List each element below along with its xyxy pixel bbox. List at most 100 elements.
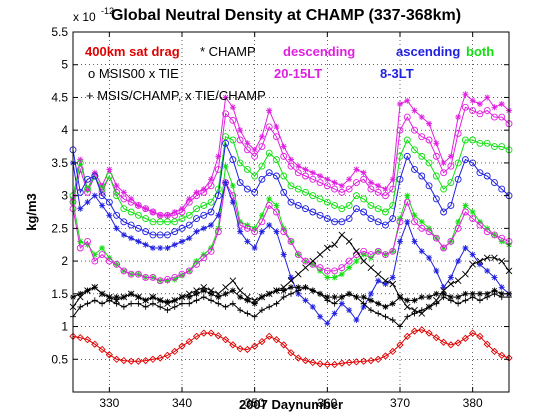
circle-marker — [171, 274, 179, 281]
circle-marker — [113, 211, 121, 219]
circle-marker — [440, 208, 448, 216]
star-marker — [77, 290, 84, 297]
circle-marker — [411, 218, 418, 226]
circle-marker — [142, 205, 150, 213]
diamond-marker — [294, 354, 302, 362]
circle-marker — [302, 188, 309, 196]
circle-marker — [287, 198, 295, 206]
circle-marker — [251, 152, 259, 160]
star-marker — [375, 182, 382, 189]
star-marker — [208, 176, 215, 183]
circle-marker — [316, 179, 324, 186]
diamond-marker — [410, 327, 419, 335]
diamond-marker — [396, 341, 404, 349]
circle-marker — [440, 169, 448, 177]
star-marker — [331, 310, 338, 317]
x-marker — [353, 247, 360, 255]
star-marker — [77, 238, 84, 245]
y-tick-label: 2.5 — [51, 221, 68, 235]
circle-marker — [193, 192, 200, 200]
plus-marker — [418, 307, 425, 314]
x-marker — [469, 261, 476, 268]
plus-marker — [360, 300, 367, 307]
circle-marker — [491, 143, 498, 150]
star-marker — [302, 297, 309, 304]
x-marker — [309, 257, 317, 265]
circle-marker — [164, 275, 171, 283]
x-marker — [382, 277, 389, 285]
star-marker — [447, 153, 454, 160]
circle-marker — [207, 208, 215, 216]
star-marker — [440, 284, 447, 291]
circle-marker — [156, 277, 164, 285]
circle-marker — [134, 211, 142, 219]
star-marker — [469, 209, 476, 215]
circle-marker — [105, 257, 113, 265]
series-line — [72, 135, 510, 223]
star-marker — [382, 281, 389, 287]
circle-marker — [498, 185, 506, 193]
circle-marker — [403, 136, 411, 144]
plus-marker — [164, 307, 171, 314]
star-marker — [280, 251, 287, 258]
series-star — [70, 159, 512, 327]
star-marker — [266, 107, 273, 114]
x-marker — [229, 277, 237, 285]
star-marker — [476, 101, 483, 107]
star-marker — [404, 297, 411, 304]
star-marker — [149, 245, 156, 251]
circle-marker — [498, 113, 506, 121]
circle-marker — [461, 208, 469, 216]
plus-marker — [157, 303, 164, 310]
star-marker — [309, 169, 316, 176]
star-marker — [106, 212, 113, 219]
circle-marker — [236, 159, 244, 167]
diamond-marker — [447, 341, 455, 349]
circle-marker — [127, 208, 135, 216]
plus-marker — [389, 317, 396, 323]
star-marker — [179, 238, 185, 245]
plus-marker — [128, 300, 135, 307]
circle-marker — [432, 152, 440, 160]
star-marker — [353, 317, 360, 323]
star-marker — [302, 284, 309, 291]
star-marker — [455, 258, 462, 265]
star-marker — [280, 143, 287, 150]
circle-marker — [84, 238, 91, 245]
diamond-marker — [112, 355, 121, 363]
plus-marker — [142, 303, 149, 310]
circle-marker — [200, 202, 208, 209]
star-marker — [397, 101, 403, 107]
star-marker — [476, 290, 483, 297]
circle-marker — [483, 107, 491, 114]
x-marker — [316, 251, 324, 258]
diamond-marker — [258, 337, 266, 346]
circle-marker — [287, 182, 295, 190]
diamond-marker — [91, 340, 99, 348]
diamond-marker — [251, 342, 259, 350]
circle-marker — [149, 218, 157, 226]
x-marker — [345, 238, 353, 245]
circle-marker — [273, 156, 280, 164]
circle-marker — [214, 228, 222, 236]
star-marker — [462, 290, 469, 297]
circle-marker — [491, 113, 498, 121]
circle-marker — [302, 205, 309, 213]
star-marker — [411, 238, 418, 245]
circle-marker — [120, 195, 128, 203]
star-marker — [135, 294, 142, 301]
plus-marker — [273, 300, 280, 307]
circle-marker — [323, 198, 331, 206]
circle-marker — [309, 192, 317, 200]
star-marker — [113, 225, 120, 232]
diamond-marker — [490, 347, 499, 356]
circle-marker — [323, 267, 331, 275]
circle-marker — [200, 188, 208, 196]
star-marker — [113, 182, 120, 189]
circle-marker — [403, 198, 411, 206]
star-marker — [84, 199, 91, 206]
diamond-marker — [461, 334, 470, 342]
x-tick-label: 330 — [99, 396, 119, 410]
circle-marker — [440, 244, 448, 252]
